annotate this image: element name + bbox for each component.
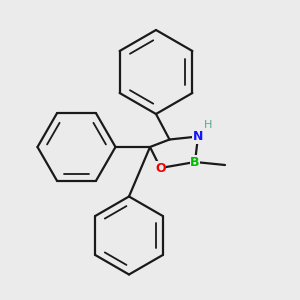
Text: B: B — [190, 155, 200, 169]
Text: H: H — [204, 120, 213, 130]
Text: O: O — [155, 161, 166, 175]
Text: N: N — [193, 130, 203, 143]
